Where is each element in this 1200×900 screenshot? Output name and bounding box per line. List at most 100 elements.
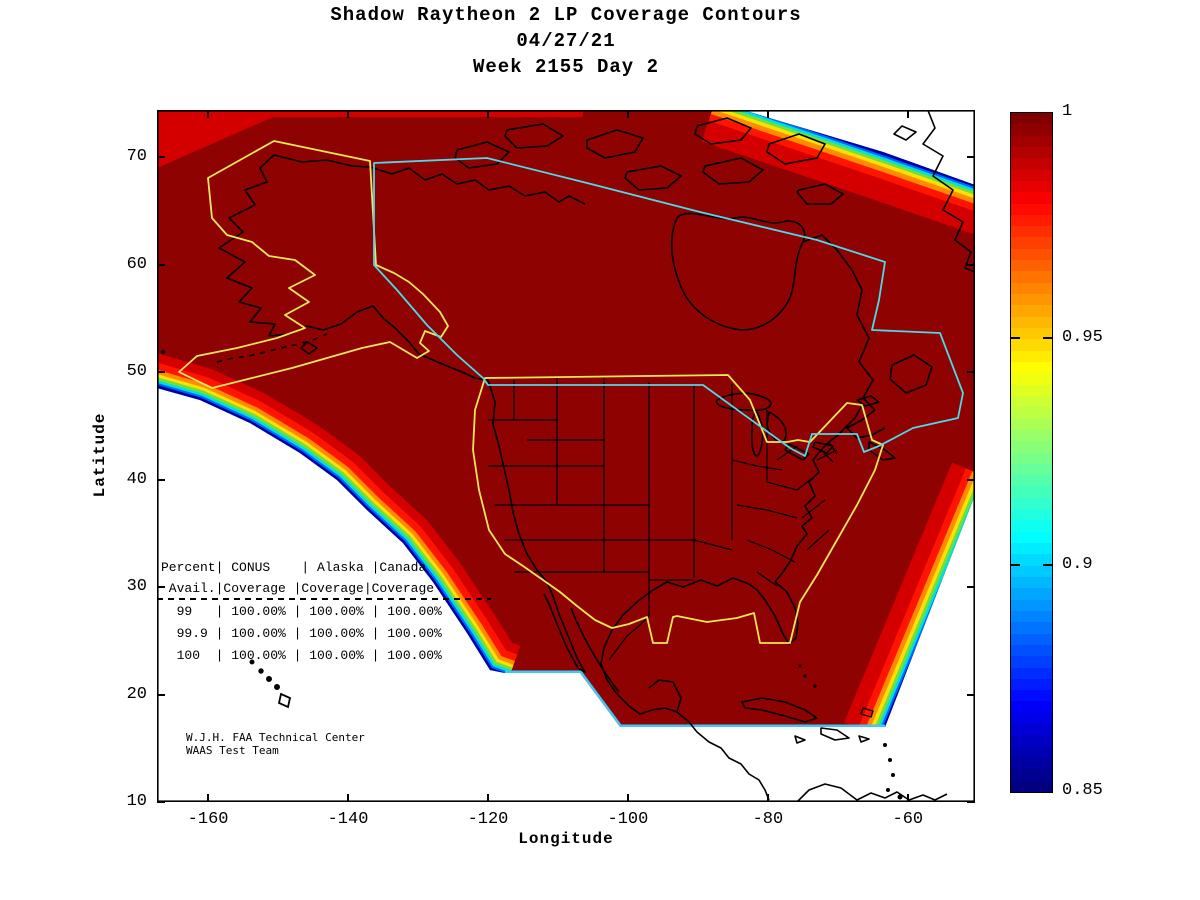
colorbar-band — [1011, 520, 1052, 533]
colorbar-band — [1011, 418, 1052, 431]
y-tick-mark — [157, 586, 165, 589]
colorbar-band — [1011, 554, 1052, 567]
colorbar-band — [1011, 622, 1052, 635]
colorbar-band — [1011, 192, 1052, 205]
table-row: 99 | 100.00% | 100.00% | 100.00% — [161, 604, 442, 619]
coastlines — [161, 110, 975, 802]
x-tick-mark — [766, 794, 769, 802]
y-tick-mark — [967, 371, 975, 374]
conus-boundary — [472, 374, 884, 644]
colorbar-tick-label: 0.9 — [1062, 554, 1093, 574]
colorbar-tick-label: 1 — [1062, 102, 1073, 121]
colorbar-band — [1011, 384, 1052, 397]
colorbar-band — [1011, 135, 1052, 148]
colorbar-tick-mark — [1011, 563, 1020, 566]
colorbar-band — [1011, 237, 1052, 250]
colorbar-band — [1011, 497, 1052, 510]
colorbar-band — [1011, 724, 1052, 736]
colorbar-band — [1011, 576, 1052, 589]
colorbar-band — [1011, 531, 1052, 544]
state-borders — [488, 378, 838, 661]
colorbar-band — [1011, 203, 1052, 216]
hawaii-islands — [249, 659, 292, 709]
figure-date: 04/27/21 — [516, 30, 616, 52]
colorbar-band — [1011, 395, 1052, 408]
colorbar-band — [1011, 690, 1052, 702]
colorbar-band — [1011, 701, 1052, 714]
colorbar-tick-mark — [1043, 337, 1052, 340]
colorbar-band — [1011, 735, 1052, 748]
x-tick-mark — [207, 110, 210, 118]
colorbar-band — [1011, 316, 1052, 329]
colorbar-band — [1011, 429, 1052, 442]
y-tick-mark — [157, 478, 165, 481]
great-lakes — [715, 392, 834, 461]
colorbar-band — [1011, 780, 1052, 793]
table-row: 100 | 100.00% | 100.00% | 100.00% — [161, 648, 442, 663]
x-tick-label: -160 — [187, 810, 229, 829]
colorbar-band — [1011, 305, 1052, 318]
table-row: 99.9 | 100.00% | 100.00% | 100.00% — [161, 626, 442, 641]
colorbar-band — [1011, 769, 1052, 782]
colorbar-tick-mark — [1011, 337, 1020, 340]
colorbar-band — [1011, 158, 1052, 171]
colorbar-band — [1011, 656, 1052, 668]
x-tick-mark — [906, 794, 909, 802]
y-tick-mark — [967, 693, 975, 696]
colorbar-band — [1011, 350, 1052, 363]
colorbar-band — [1011, 588, 1052, 601]
colorbar-band — [1011, 678, 1052, 691]
x-axis-label: Longitude — [518, 830, 614, 848]
colorbar-band — [1011, 260, 1052, 272]
colorbar-band — [1011, 214, 1052, 227]
colorbar-band — [1011, 452, 1052, 465]
colorbar-band — [1011, 113, 1052, 125]
colorbar-band — [1011, 328, 1052, 340]
figure-title: Shadow Raytheon 2 LP Coverage Contours — [330, 4, 802, 26]
y-tick-mark — [967, 263, 975, 266]
colorbar-band — [1011, 463, 1052, 476]
credit-text: W.J.H. FAA Technical Center WAAS Test Te… — [186, 731, 365, 757]
colorbar-band — [1011, 361, 1052, 374]
x-tick-mark — [347, 794, 350, 802]
colorbar-tick-mark — [1043, 563, 1052, 566]
colorbar-tick-label: 0.85 — [1062, 781, 1103, 800]
x-tick-mark — [766, 110, 769, 118]
coverage-fill — [157, 110, 975, 727]
colorbar-band — [1011, 758, 1052, 770]
colorbar-band — [1011, 565, 1052, 578]
canada-boundary-cyan — [373, 157, 964, 457]
y-tick-label: 40 — [126, 469, 147, 489]
colorbar-band — [1011, 294, 1052, 306]
colorbar-band — [1011, 746, 1052, 759]
colorbar-band — [1011, 373, 1052, 386]
colorbar-band — [1011, 407, 1052, 420]
x-tick-mark — [486, 110, 489, 118]
puerto-rico-outline — [860, 707, 874, 718]
arctic-islands — [454, 117, 844, 205]
x-tick-mark — [626, 794, 629, 802]
colorbar-band — [1011, 339, 1052, 352]
plot-border — [157, 110, 975, 802]
x-tick-mark — [486, 794, 489, 802]
map-plot-area — [157, 110, 975, 802]
colorbar-band — [1011, 226, 1052, 238]
y-tick-mark — [157, 156, 165, 159]
x-tick-mark — [626, 110, 629, 118]
colorbar-band — [1011, 610, 1052, 623]
y-tick-mark — [157, 801, 165, 803]
y-tick-mark — [967, 586, 975, 589]
y-tick-mark — [157, 371, 165, 374]
colorbar-tick-label: 0.95 — [1062, 328, 1103, 348]
colorbar-band — [1011, 441, 1052, 453]
x-tick-mark — [906, 110, 909, 118]
colorbar — [1010, 112, 1053, 793]
colorbar-band — [1011, 599, 1052, 612]
colorbar-band — [1011, 271, 1052, 284]
lesser-antilles — [798, 664, 903, 800]
coverage-table-separator — [157, 598, 491, 600]
x-tick-mark — [207, 794, 210, 802]
y-tick-mark — [967, 478, 975, 481]
x-tick-label: -60 — [892, 810, 924, 829]
service-volume-boundaries-yellow — [178, 140, 884, 644]
